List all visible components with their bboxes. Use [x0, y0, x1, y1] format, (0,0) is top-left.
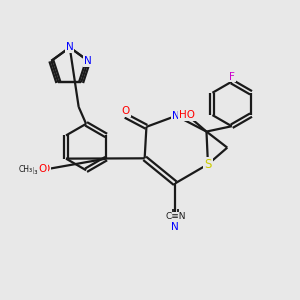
Text: S: S	[204, 158, 211, 171]
Text: N: N	[84, 56, 92, 66]
Text: N: N	[171, 222, 179, 232]
Text: C≡N: C≡N	[165, 212, 185, 221]
Text: CH₃: CH₃	[19, 165, 33, 174]
Text: O: O	[42, 164, 50, 174]
Text: CH₃: CH₃	[23, 167, 38, 176]
Text: O: O	[122, 106, 130, 116]
Text: C: C	[172, 215, 178, 224]
Text: O: O	[39, 164, 47, 174]
Text: N: N	[66, 43, 74, 52]
Text: N: N	[172, 111, 180, 121]
Text: F: F	[229, 72, 235, 82]
Text: HO: HO	[179, 110, 195, 120]
